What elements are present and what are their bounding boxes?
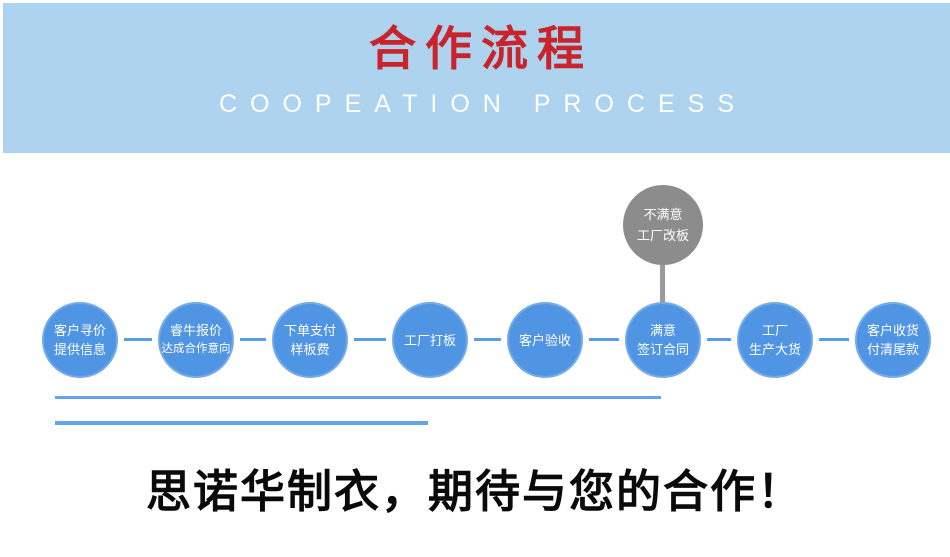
flow-step-label: 付清尾款 — [866, 342, 919, 357]
flow-connector-line — [474, 338, 501, 341]
flow-connector-line — [124, 338, 152, 341]
flow-step-label: 客户寻价 — [53, 323, 106, 338]
flow-step-label: 样板费 — [290, 342, 330, 357]
flow-step-1: 客户寻价 提供信息 — [42, 302, 118, 378]
flow-step-label: 工厂打板 — [403, 332, 456, 348]
page-title: 合作流程 — [369, 22, 593, 75]
flow-step-2: 睿牛报价达成合作意向 — [158, 302, 234, 378]
decor-line-long — [55, 396, 661, 399]
flow-step-label: 睿牛报价 — [169, 323, 222, 338]
flow-step-3: 下单支付 样板费 — [272, 302, 348, 378]
flow-step-label: 客户验收 — [518, 332, 571, 348]
flow-step-label: 满意 — [649, 323, 676, 338]
reject-node-line2: 工厂改板 — [636, 228, 689, 243]
flow-step-label: 生产大货 — [748, 342, 801, 357]
reject-node: 不满意 工厂改板 — [623, 185, 703, 265]
flow-step-5: 客户验收 — [507, 302, 583, 378]
flow-step-label: 签订合同 — [636, 342, 689, 357]
flow-connector-line — [707, 338, 731, 341]
flow-connector-line — [240, 338, 266, 341]
page-subtitle: COOPEATION PROCESS — [218, 90, 748, 118]
flow-step-4: 工厂打板 — [392, 302, 468, 378]
flow-step-label: 下单支付 — [283, 323, 336, 338]
flow-step-label: 达成合作意向 — [161, 343, 231, 355]
flow-step-label: 提供信息 — [53, 342, 106, 357]
footer-slogan: 思诺华制衣，期待与您的合作！ — [145, 467, 804, 517]
flow-step-label: 客户收货 — [866, 323, 919, 338]
flow-connector-line — [354, 338, 386, 341]
header-banner: 合作流程 COOPEATION PROCESS — [3, 3, 950, 153]
reject-connector-line — [660, 265, 665, 307]
reject-node-line1: 不满意 — [643, 207, 683, 222]
flow-step-6: 满意 签订合同 — [625, 302, 701, 378]
flow-connector-line — [589, 338, 619, 341]
flow-step-7: 工厂 生产大货 — [737, 302, 813, 378]
decor-line-short — [55, 421, 428, 425]
flow-step-label: 工厂 — [761, 323, 788, 338]
flow-connector-line — [819, 338, 849, 341]
flow-step-8: 客户收货 付清尾款 — [855, 302, 931, 378]
